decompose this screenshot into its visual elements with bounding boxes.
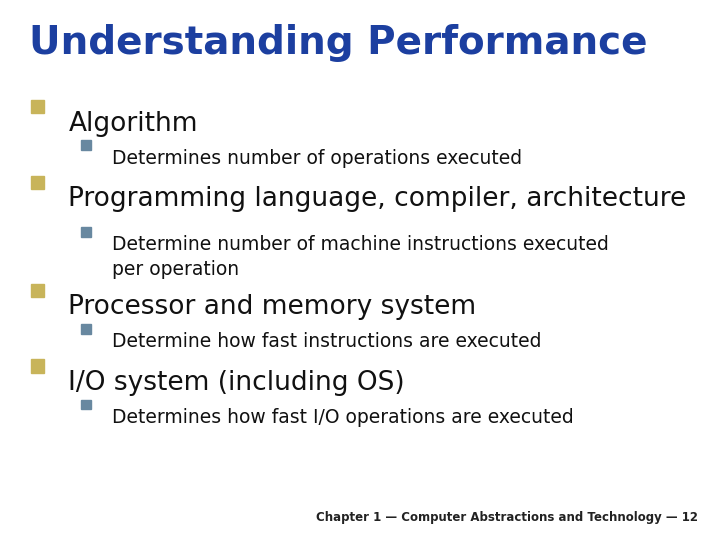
FancyBboxPatch shape xyxy=(31,176,44,189)
FancyBboxPatch shape xyxy=(81,227,91,237)
Text: Determine number of machine instructions executed
per operation: Determine number of machine instructions… xyxy=(112,235,608,279)
FancyBboxPatch shape xyxy=(31,359,44,373)
Text: Programming language, compiler, architecture: Programming language, compiler, architec… xyxy=(68,186,687,212)
FancyBboxPatch shape xyxy=(81,324,91,334)
Text: Determine how fast instructions are executed: Determine how fast instructions are exec… xyxy=(112,332,541,351)
Text: Chapter 1 — Computer Abstractions and Technology — 12: Chapter 1 — Computer Abstractions and Te… xyxy=(316,511,698,524)
Text: Algorithm: Algorithm xyxy=(68,111,198,137)
Text: Determines how fast I/O operations are executed: Determines how fast I/O operations are e… xyxy=(112,408,573,427)
FancyBboxPatch shape xyxy=(31,100,44,113)
Text: Determines number of operations executed: Determines number of operations executed xyxy=(112,148,522,167)
FancyBboxPatch shape xyxy=(81,400,91,409)
Text: Understanding Performance: Understanding Performance xyxy=(29,24,647,62)
FancyBboxPatch shape xyxy=(81,140,91,150)
FancyBboxPatch shape xyxy=(31,284,44,297)
Text: Processor and memory system: Processor and memory system xyxy=(68,294,477,320)
Text: I/O system (including OS): I/O system (including OS) xyxy=(68,370,405,396)
